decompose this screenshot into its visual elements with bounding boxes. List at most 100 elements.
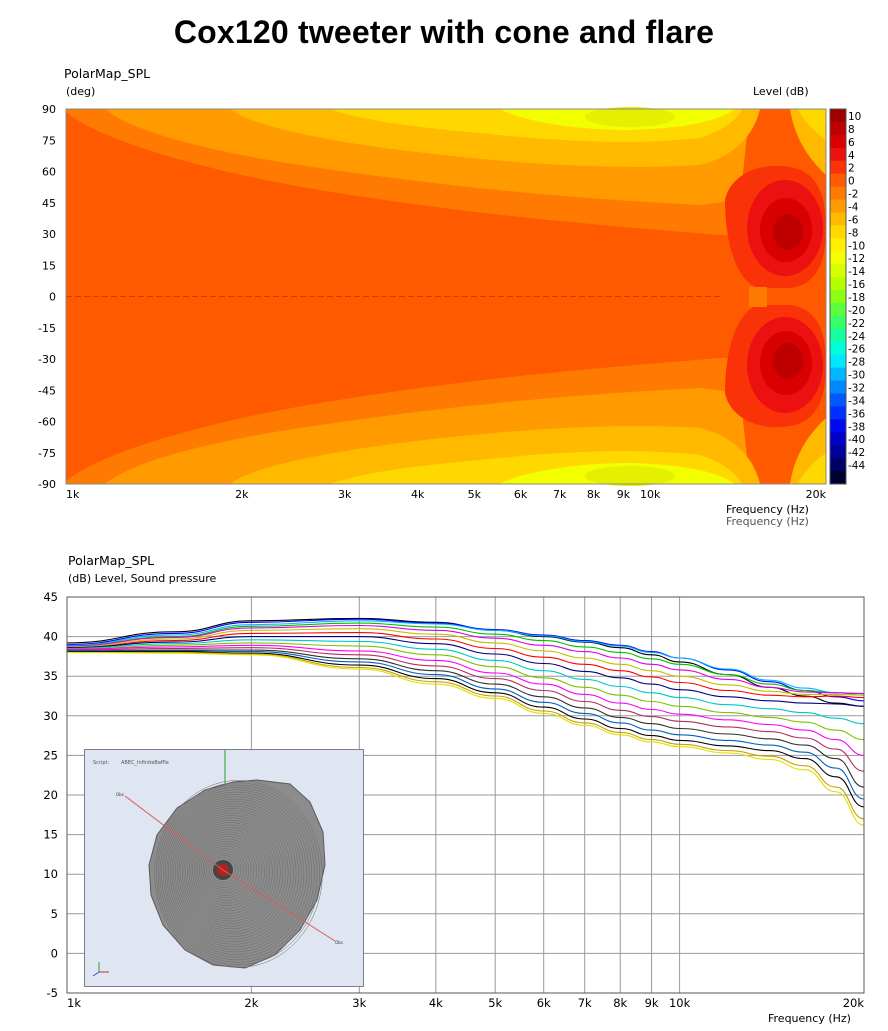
linechart-series-line: [66, 649, 865, 788]
heatmap-y-tick-label: -90: [38, 478, 56, 491]
linechart-x-tick-label: 6k: [537, 996, 551, 1010]
colorbar-tick-label: -26: [848, 344, 865, 356]
linechart-series-line: [67, 651, 865, 808]
inset-cone-ring: [192, 831, 265, 912]
heatmap-colorbar: 1086420-2-4-6-8-10-12-14-16-18-20-22-24-…: [829, 108, 865, 485]
inset-cone-ring: [185, 822, 276, 922]
inset-cone-ring: [207, 852, 242, 888]
colorbar-swatch: [830, 251, 846, 265]
inset-cone-ring: [190, 829, 268, 914]
model-inset: Script: ABEC_InfiniteBaffle Obs Obs: [84, 749, 364, 987]
linechart-y-tick-label: 35: [43, 669, 58, 683]
inset-cone-ring: [169, 801, 299, 945]
colorbar-swatch: [830, 186, 846, 201]
linechart-series-line: [66, 651, 865, 826]
linechart-frame: [66, 596, 865, 994]
heatmap-x-ticks: 1k 2k 3k 4k 5k 6k 7k 8k 9k 10k 20k: [66, 488, 827, 501]
heatmap-x-tick-label: 20k: [806, 488, 827, 501]
linechart-ylabel: (dB) Level, Sound pressure: [68, 572, 217, 585]
heatmap-xlabel: Frequency (Hz): [726, 503, 809, 516]
colorbar-tick-label: -44: [848, 460, 865, 472]
heatmap-on-axis-notch: [749, 287, 767, 307]
colorbar-tick-label: -8: [848, 227, 858, 239]
linechart-y-tick-label: 0: [51, 946, 58, 960]
colorbar-tick-label: -6: [848, 214, 859, 226]
colorbar-tick-label: -16: [848, 279, 865, 291]
heatmap-plot-area: [65, 107, 827, 486]
colorbar-tick-label: -38: [848, 421, 865, 433]
colorbar-tick-label: -18: [848, 292, 865, 304]
inset-cone-ring: [168, 798, 302, 948]
inset-cone-ring: [183, 819, 278, 924]
linechart-x-tick-label: 4k: [429, 996, 443, 1010]
inset-cone-ring: [187, 824, 273, 919]
linechart-x-tick-label: 2k: [244, 996, 258, 1010]
heatmap-y-tick-label: 45: [42, 197, 56, 210]
linechart-title: PolarMap_SPL: [68, 553, 155, 568]
heatmap-y-tick-label: 75: [42, 134, 56, 147]
colorbar-swatch: [830, 315, 846, 330]
colorbar-tick-label: 4: [848, 150, 855, 162]
linechart-y-tick-label: 10: [43, 867, 58, 881]
colorbar-swatch: [830, 458, 846, 472]
heatmap-x-tick-label: 8k: [587, 488, 601, 501]
linechart-series-line: [66, 647, 865, 772]
linechart-series-line: [66, 628, 865, 696]
inset-cone-ring: [156, 782, 320, 966]
linechart-x-tick-label: 10k: [669, 996, 691, 1010]
heatmap-y-tick-label: 15: [42, 259, 56, 272]
colorbar-swatch: [830, 445, 846, 459]
linechart-y-tick-label: 45: [43, 590, 58, 604]
colorbar-tick-label: -40: [848, 434, 865, 446]
colorbar-swatch: [830, 134, 846, 149]
linechart-x-tick-label: 9k: [645, 996, 659, 1010]
inset-cone-ring: [199, 841, 255, 901]
colorbar-tick-label: 0: [848, 176, 855, 188]
colorbar-tick-label: -36: [848, 408, 865, 420]
heatmap-hf-bottom-corner: [798, 453, 826, 484]
inset-script-value: ABEC_InfiniteBaffle: [121, 760, 169, 766]
inset-marker-b: Obs: [335, 940, 343, 945]
inset-marker-a: Obs: [116, 792, 124, 797]
inset-script-label: Script:: [93, 760, 110, 766]
colorbar-tick-label: -14: [848, 266, 865, 278]
heatmap-y-tick-label: 0: [49, 291, 56, 304]
colorbar-swatch: [830, 290, 846, 304]
colorbar-swatch: [830, 419, 846, 433]
inset-cone-ring: [159, 787, 315, 960]
heatmap-lobe-bottom-8db: [773, 343, 803, 379]
heatmap-level-minus12-bottom: [585, 466, 675, 486]
colorbar-tick-label: -20: [848, 305, 865, 317]
linechart-x-tick-label: 7k: [578, 996, 592, 1010]
colorbar-swatch: [830, 212, 846, 226]
heatmap-lobe-top-8db: [773, 214, 803, 250]
linechart-y-tick-label: 30: [43, 709, 58, 723]
inset-cone-ring: [171, 803, 297, 942]
linechart-x-tick-label: 3k: [352, 996, 366, 1010]
linechart-y-tick-label: 20: [43, 788, 58, 802]
linechart-y-tick-label: 15: [43, 828, 58, 842]
inset-cone-ring: [163, 791, 310, 955]
linechart-series-line: [66, 620, 865, 696]
heatmap-y-tick-label: 60: [42, 166, 56, 179]
linechart-xlabel: Frequency (Hz): [768, 1012, 851, 1025]
inset-cone-ring: [175, 808, 292, 937]
inset-observation-line-a: [124, 795, 224, 871]
linechart-y-tick-label: 25: [43, 748, 58, 762]
inset-cone-ring: [176, 810, 289, 935]
heatmap-y-ticks: 90 75 60 45 30 15 0 -15 -30 -45 -60 -75 -90: [38, 103, 56, 491]
colorbar-tick-label: 8: [848, 124, 855, 136]
colorbar-swatch: [830, 406, 846, 420]
colorbar-swatch: [830, 147, 846, 162]
heatmap-x-tick-label: 4k: [411, 488, 425, 501]
linechart-series-line: [67, 650, 865, 800]
heatmap-y-tick-label: 90: [42, 103, 56, 116]
inset-cone-ring: [181, 817, 281, 927]
linechart-series-line: [66, 622, 865, 695]
inset-cone-ring: [178, 812, 286, 932]
inset-cone-ring: [209, 855, 239, 886]
colorbar-swatch: [830, 225, 846, 239]
heatmap-y-tick-label: 30: [42, 228, 56, 241]
linechart-series-line: [66, 639, 865, 725]
colorbar-swatch: [830, 328, 846, 343]
